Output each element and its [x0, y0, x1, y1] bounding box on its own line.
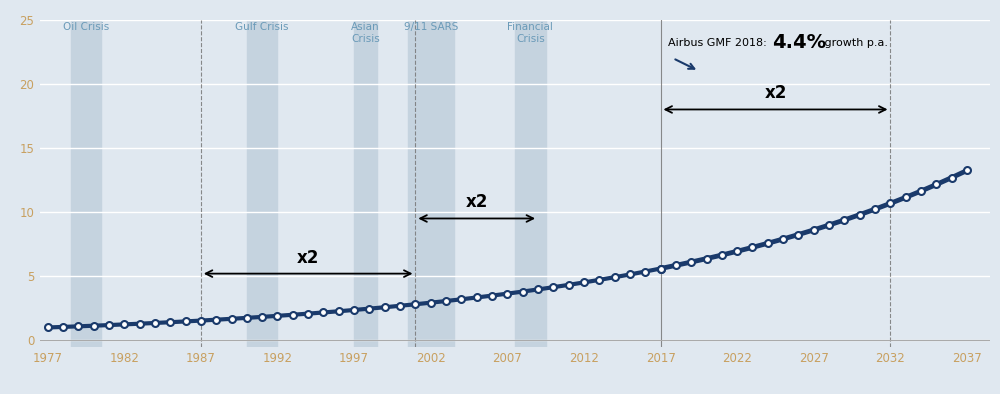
Text: Financial
Crisis: Financial Crisis [507, 22, 553, 44]
Text: Oil Crisis: Oil Crisis [63, 22, 109, 32]
Bar [71, 20, 101, 347]
Text: Gulf Crisis: Gulf Crisis [235, 22, 289, 32]
Text: 4.4%: 4.4% [772, 33, 827, 52]
Text: 9/11 SARS: 9/11 SARS [404, 22, 458, 32]
Text: Asian
Crisis: Asian Crisis [351, 22, 380, 44]
Bar [354, 20, 377, 347]
Text: x2: x2 [764, 84, 787, 102]
Bar [515, 20, 546, 347]
Text: x2: x2 [297, 249, 319, 267]
Text: growth p.a.: growth p.a. [821, 38, 888, 48]
Bar [247, 20, 277, 347]
Text: x2: x2 [466, 193, 488, 212]
Bar [408, 20, 454, 347]
Text: Airbus GMF 2018:: Airbus GMF 2018: [668, 38, 770, 48]
